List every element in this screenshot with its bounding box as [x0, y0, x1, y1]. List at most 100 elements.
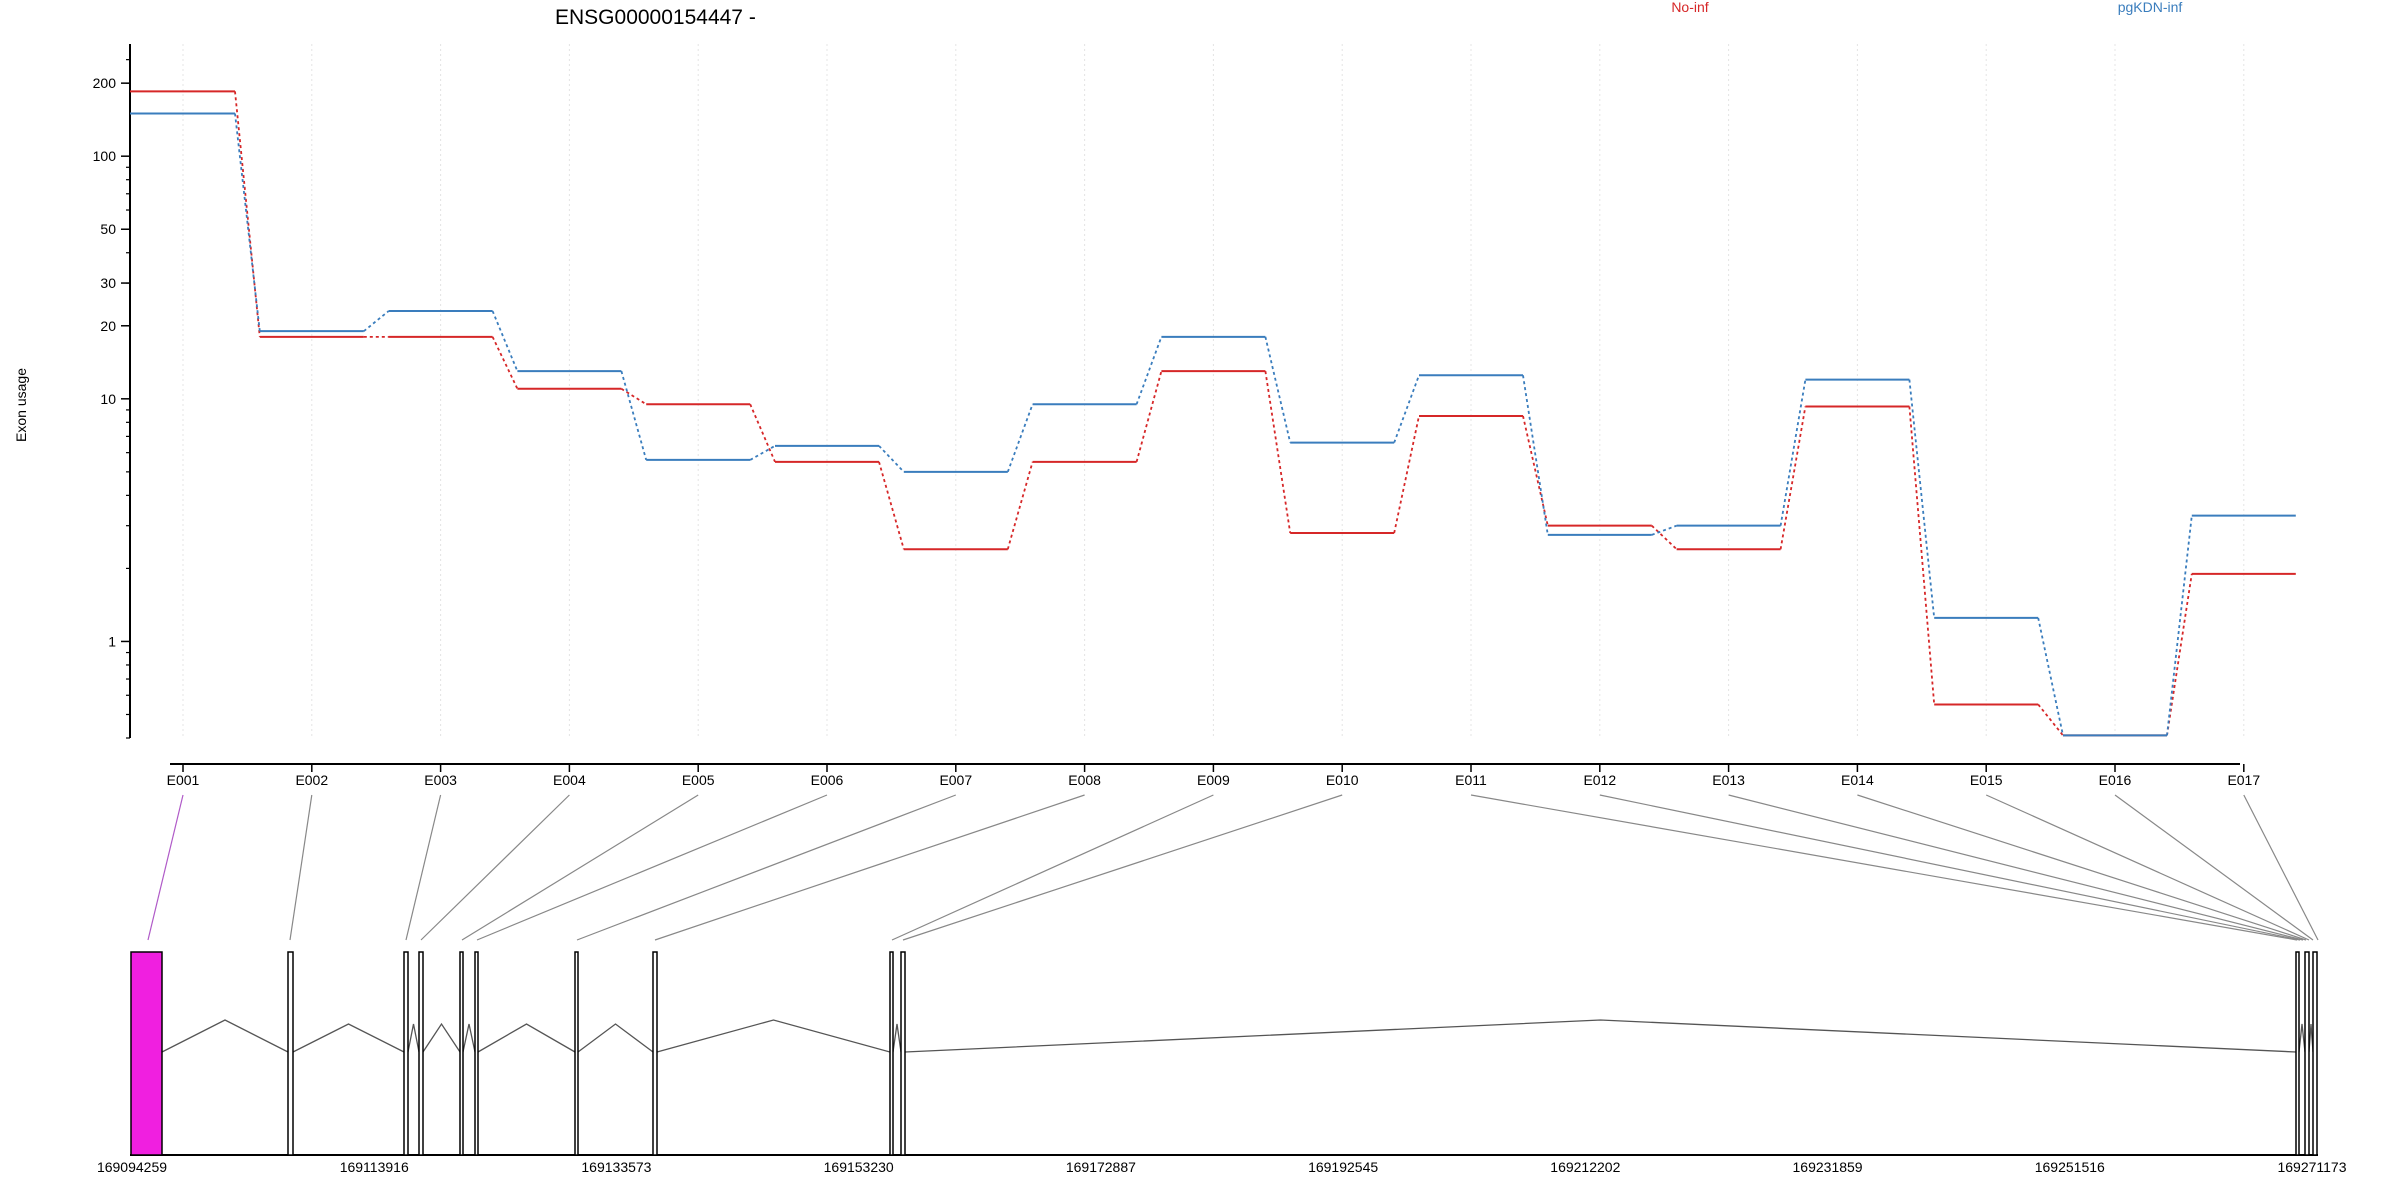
x-tick-label-E006: E006 — [811, 772, 844, 788]
exon-box — [900, 951, 906, 1156]
connector-pgKDN-inf-E009 — [1264, 336, 1292, 443]
exon-box — [459, 951, 464, 1156]
connector-E017 — [2243, 794, 2319, 941]
series-pgKDN-inf — [130, 112, 2296, 737]
y-tick-label-30: 30 — [100, 275, 116, 291]
connector-E001 — [147, 794, 184, 941]
connector-No-inf-E009 — [1264, 371, 1292, 534]
connector-No-inf-E015 — [2037, 703, 2064, 736]
connector-E011 — [1470, 794, 2298, 941]
y-axis: 1 10 20 30 50 100 200 — [93, 44, 131, 739]
exon-box — [652, 951, 658, 1156]
connector-No-inf-E014 — [1908, 406, 1936, 705]
intron-line — [161, 1019, 289, 1053]
connector-pgKDN-inf-E013 — [1779, 379, 1807, 526]
coordinate-label: 169133573 — [581, 1159, 651, 1175]
y-tick-label-10: 10 — [100, 391, 116, 407]
intron-line — [656, 1019, 891, 1053]
coordinate-label: 169192545 — [1308, 1159, 1378, 1175]
connector-pgKDN-inf-E003 — [491, 310, 519, 372]
intron-line — [407, 1023, 420, 1053]
x-tick-label-E008: E008 — [1068, 772, 1101, 788]
x-tick-label-E017: E017 — [2227, 772, 2260, 788]
connector-pgKDN-inf-E016 — [2166, 515, 2193, 736]
coordinate-label: 169172887 — [1066, 1159, 1136, 1175]
connector-E007 — [576, 794, 957, 941]
exon-box — [474, 951, 479, 1156]
connector-pgKDN-inf-E014 — [1908, 379, 1936, 619]
series-layer — [130, 90, 2296, 737]
exon-box — [2295, 951, 2300, 1156]
connector-E005 — [461, 794, 699, 941]
exon-box — [889, 951, 894, 1156]
connector-pgKDN-inf-E006 — [878, 445, 905, 473]
x-tick-label-E012: E012 — [1583, 772, 1616, 788]
connector-E006 — [476, 794, 828, 941]
exon-box — [403, 951, 409, 1156]
connector-E009 — [891, 794, 1214, 941]
x-tick-label-E015: E015 — [1970, 772, 2003, 788]
gene-model: 169094259 169113916 169133573 169153230 1691… — [97, 951, 2347, 1175]
y-axis-label: Exon usage — [13, 368, 29, 442]
intron-line — [892, 1023, 902, 1053]
connector-E014 — [1857, 794, 2307, 941]
highlighted-exon-E001 — [130, 951, 163, 1156]
x-tick-label-E016: E016 — [2099, 772, 2132, 788]
connector-No-inf-E007 — [1006, 461, 1034, 550]
connector-No-inf-E005 — [749, 403, 776, 463]
connector-E004 — [420, 794, 570, 941]
coordinate-label: 169212202 — [1550, 1159, 1620, 1175]
connector-E015 — [1985, 794, 2310, 941]
connector-No-inf-E006 — [878, 461, 905, 550]
coordinate-label: 169271173 — [2277, 1159, 2346, 1175]
intron-line — [422, 1022, 461, 1053]
connector-No-inf-E011 — [1522, 415, 1549, 526]
connector-pgKDN-inf-E004 — [620, 370, 648, 461]
x-tick-label-E010: E010 — [1326, 772, 1359, 788]
coordinate-label: 169251516 — [2035, 1159, 2105, 1175]
x-tick-label-E001: E001 — [167, 772, 200, 788]
coordinate-label: 169113916 — [340, 1159, 409, 1175]
connector-No-inf-E001 — [234, 91, 261, 337]
x-tick-label-E003: E003 — [424, 772, 457, 788]
connector-E003 — [405, 794, 442, 941]
x-tick-label-E009: E009 — [1197, 772, 1230, 788]
x-tick-label-E014: E014 — [1841, 772, 1874, 788]
connector-E008 — [654, 794, 1085, 941]
connector-No-inf-E016 — [2166, 573, 2193, 736]
x-tick-label-E004: E004 — [553, 772, 586, 788]
legend-label-No-inf: No-inf — [1671, 0, 1708, 15]
connector-pgKDN-inf-E005 — [749, 445, 776, 461]
intron-line — [462, 1023, 476, 1053]
legend-label-pgKDN-inf: pgKDN-inf — [2118, 0, 2183, 15]
x-tick-label-E007: E007 — [939, 772, 972, 788]
connector-pgKDN-inf-E011 — [1522, 375, 1549, 535]
connector-E010 — [902, 794, 1343, 941]
intron-line — [477, 1023, 576, 1053]
connector-pgKDN-inf-E012 — [1651, 524, 1677, 536]
y-tick-label-200: 200 — [93, 75, 117, 91]
intron-line — [292, 1023, 405, 1053]
intron-line — [904, 1019, 2297, 1053]
exon-box — [418, 951, 424, 1156]
connector-E016 — [2114, 794, 2314, 941]
connector-No-inf-E008 — [1135, 370, 1163, 463]
y-tick-label-50: 50 — [100, 221, 116, 237]
intron-line — [577, 1023, 654, 1053]
y-tick-label-20: 20 — [100, 318, 116, 334]
connector-pgKDN-inf-E008 — [1135, 336, 1163, 405]
connector-pgKDN-inf-E015 — [2037, 617, 2064, 736]
x-tick-label-E005: E005 — [682, 772, 715, 788]
connector-No-inf-E013 — [1779, 406, 1807, 550]
legend: No-inf pgKDN-inf — [1671, 0, 2182, 15]
connector-E013 — [1728, 794, 2304, 941]
exon-box — [2312, 951, 2318, 1156]
connector-E002 — [289, 794, 313, 941]
connector-pgKDN-inf-E002 — [363, 310, 390, 332]
x-tick-label-E002: E002 — [295, 772, 328, 788]
exon-box — [574, 951, 579, 1156]
x-tick-label-E011: E011 — [1455, 772, 1487, 788]
x-axis: E001 E002 E003 E004 E005 E006 E007 E008 E009 E010… — [167, 763, 2260, 788]
grid-lines — [182, 44, 2245, 738]
